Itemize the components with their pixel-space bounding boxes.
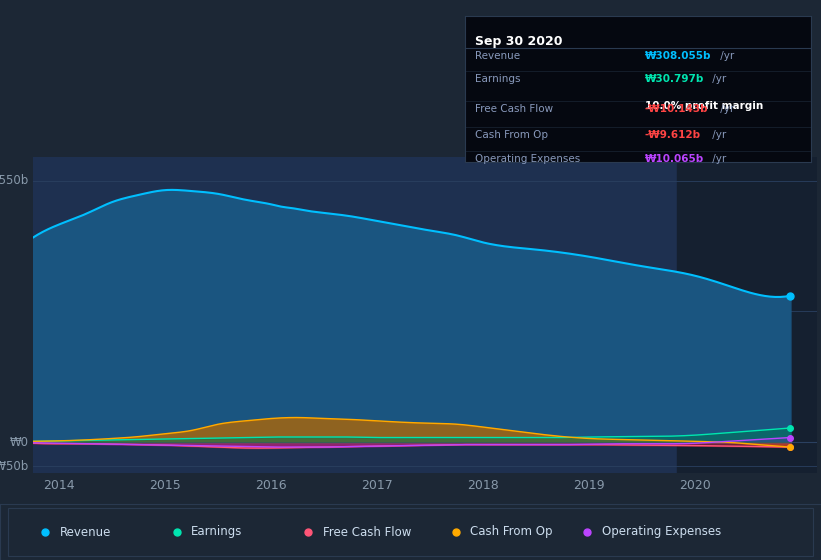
Text: Sep 30 2020: Sep 30 2020 <box>475 35 562 48</box>
Text: /yr: /yr <box>717 51 734 61</box>
Text: Earnings: Earnings <box>475 74 521 85</box>
Text: ₩308.055b: ₩308.055b <box>644 51 711 61</box>
Text: ₩30.797b: ₩30.797b <box>644 74 704 85</box>
Text: /yr: /yr <box>709 74 727 85</box>
Bar <box>677 157 817 473</box>
Text: ₩10.065b: ₩10.065b <box>644 153 704 164</box>
Text: ₩550b: ₩550b <box>0 174 29 187</box>
Text: Cash From Op: Cash From Op <box>475 130 548 140</box>
Text: /yr: /yr <box>709 130 727 140</box>
Text: Operating Expenses: Operating Expenses <box>602 525 721 539</box>
Bar <box>8 508 813 556</box>
Text: 10.0% profit margin: 10.0% profit margin <box>644 101 763 111</box>
Text: /yr: /yr <box>709 153 727 164</box>
Text: Operating Expenses: Operating Expenses <box>475 153 580 164</box>
Text: -₩50b: -₩50b <box>0 460 29 473</box>
Text: ₩0: ₩0 <box>10 436 29 449</box>
Text: -₩10.143b: -₩10.143b <box>644 104 709 114</box>
Text: -₩9.612b: -₩9.612b <box>644 130 701 140</box>
Text: /yr: /yr <box>717 104 734 114</box>
Text: Revenue: Revenue <box>60 525 112 539</box>
Text: Revenue: Revenue <box>475 51 521 61</box>
Text: Free Cash Flow: Free Cash Flow <box>475 104 553 114</box>
Text: Earnings: Earnings <box>191 525 243 539</box>
Text: Cash From Op: Cash From Op <box>470 525 553 539</box>
Text: Free Cash Flow: Free Cash Flow <box>323 525 411 539</box>
